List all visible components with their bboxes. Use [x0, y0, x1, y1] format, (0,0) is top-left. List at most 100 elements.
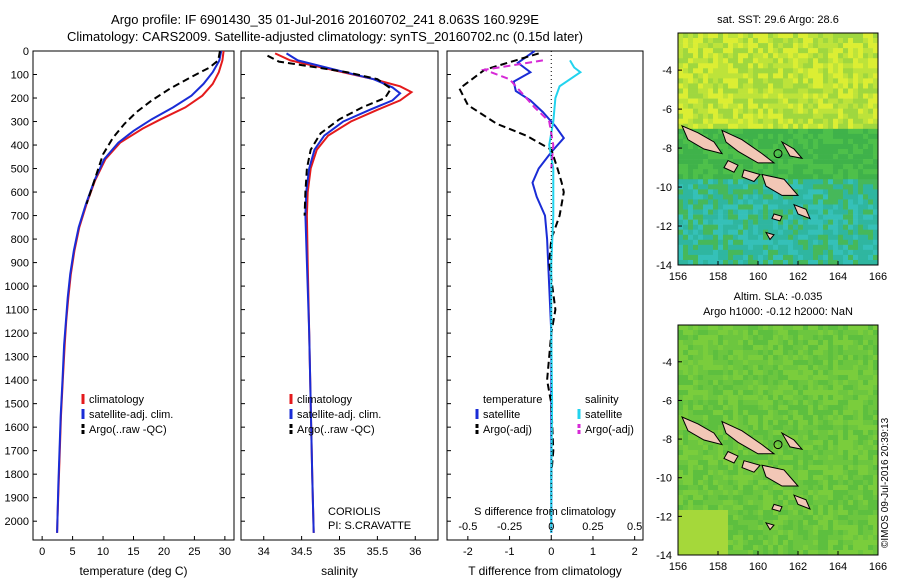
map-cell	[698, 128, 704, 135]
map-cell	[803, 410, 809, 416]
map-cell	[703, 440, 709, 446]
map-cell	[753, 470, 759, 476]
map-cell	[708, 365, 714, 371]
map-cell	[798, 229, 804, 236]
map-cell	[823, 440, 829, 446]
map-cell	[843, 550, 849, 556]
map-cell	[763, 535, 769, 541]
map-cell	[728, 375, 734, 381]
map-cell	[813, 179, 819, 185]
map-cell	[773, 330, 779, 336]
map-cell	[703, 224, 709, 230]
map-cell	[818, 485, 824, 491]
map-cell	[863, 254, 869, 261]
map-cell	[853, 500, 859, 506]
map-cell	[768, 530, 774, 536]
figure-title-line2: Climatology: CARS2009. Satellite-adjuste…	[67, 29, 583, 44]
map-cell	[693, 515, 699, 521]
map-cell	[818, 154, 824, 160]
map-cell	[708, 450, 714, 456]
map-cell	[693, 365, 699, 371]
map-cell	[733, 219, 739, 225]
map-cell	[693, 500, 699, 506]
map-cell	[723, 545, 729, 551]
map-cell	[738, 535, 744, 541]
map-cell	[718, 425, 724, 431]
map-cell	[768, 53, 774, 59]
map-cell	[713, 480, 719, 486]
map-cell	[743, 370, 749, 376]
map-cell	[803, 490, 809, 496]
map-cell	[743, 259, 749, 266]
map-cell	[758, 375, 764, 381]
map-cell	[773, 380, 779, 386]
map-cell	[848, 500, 854, 506]
map-cell	[763, 214, 769, 220]
map-cell	[698, 234, 704, 241]
map-cell	[873, 345, 879, 351]
map-cell	[748, 505, 754, 511]
map-cell	[743, 515, 749, 521]
map-cell	[718, 133, 724, 140]
map-cell	[733, 540, 739, 546]
map-cell	[858, 53, 864, 59]
map-cell	[823, 365, 829, 371]
map-cell	[858, 500, 864, 506]
map-cell	[828, 340, 834, 346]
map-cell	[678, 234, 684, 241]
map-cell	[788, 123, 794, 130]
map-cell	[858, 345, 864, 351]
map-cell	[753, 545, 759, 551]
map-cell	[743, 545, 749, 551]
map-cell	[858, 475, 864, 481]
map-cell	[728, 325, 734, 331]
map-cell	[818, 53, 824, 59]
map-cell	[753, 143, 759, 150]
map-cell	[843, 259, 849, 266]
map-cell	[788, 490, 794, 496]
map-cell	[768, 390, 774, 396]
map-cell	[778, 495, 784, 501]
map-cell	[678, 420, 684, 426]
map-cell	[868, 535, 874, 541]
map-cell	[718, 38, 724, 44]
map-cell	[683, 43, 689, 49]
map-cell	[753, 113, 759, 120]
map-cell	[788, 370, 794, 376]
map-cell	[848, 435, 854, 441]
map-cell	[853, 420, 859, 426]
map-cell	[683, 194, 689, 200]
map-cell	[853, 435, 859, 441]
map-cell	[788, 540, 794, 546]
map-cell	[823, 375, 829, 381]
map-cell	[683, 78, 689, 84]
map-cell	[863, 123, 869, 130]
map-cell	[683, 395, 689, 401]
map-cell	[788, 505, 794, 511]
map-cell	[773, 400, 779, 406]
map-cell	[738, 470, 744, 476]
map-cell	[863, 445, 869, 451]
map-cell	[843, 93, 849, 99]
map-cell	[708, 224, 714, 230]
map-cell	[698, 360, 704, 366]
map-cell	[863, 520, 869, 526]
map-cell	[863, 475, 869, 481]
map-cell	[853, 209, 859, 215]
map-cell	[823, 164, 829, 170]
map-cell	[808, 540, 814, 546]
map-cell	[838, 545, 844, 551]
map-cell	[823, 460, 829, 466]
map-cell	[813, 540, 819, 546]
map-cell	[768, 229, 774, 236]
map-cell	[868, 400, 874, 406]
map-cell	[693, 335, 699, 341]
map-cell	[818, 360, 824, 366]
map-cell	[843, 495, 849, 501]
map-cell	[833, 199, 839, 205]
map-cell	[828, 465, 834, 471]
map-cell	[733, 460, 739, 466]
map-cell	[678, 535, 684, 541]
map-cell	[753, 525, 759, 531]
map-cell	[733, 48, 739, 54]
